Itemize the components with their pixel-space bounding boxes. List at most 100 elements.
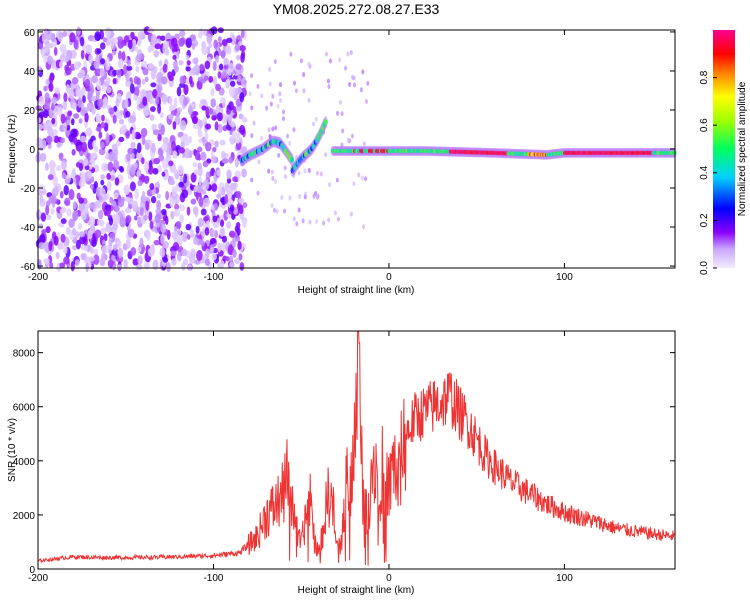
spectrogram-noise-cell	[212, 60, 217, 72]
spectrogram-noise-cell	[56, 141, 61, 148]
spectrogram-x-ticks: -200 -100 0 100	[28, 30, 573, 283]
spectrogram-noise-cell	[89, 83, 94, 93]
spectrogram-noise-cell	[90, 183, 94, 190]
spectrogram-noise-cell	[209, 247, 215, 253]
spectrogram-noise-cell	[139, 206, 144, 217]
spectrogram-noise-cell	[228, 230, 236, 238]
spectrogram-noise-cell	[60, 137, 65, 144]
spectrogram-noise-cell	[44, 162, 49, 171]
spectrogram-noise-cell	[226, 37, 233, 44]
spectrogram-noise-cell	[99, 141, 105, 149]
spectrogram-noise-cell	[219, 219, 225, 228]
spectrogram-noise-cell	[89, 216, 96, 226]
spectrogram-noise-cell	[217, 242, 222, 253]
spectrogram-noise-cell	[229, 136, 234, 145]
spectrogram-noise-cell	[112, 69, 118, 77]
spectrogram-noise-cell	[204, 60, 211, 70]
spectrogram-noise-cell	[118, 119, 125, 125]
spectrogram-noise-cell	[91, 106, 96, 115]
spectrogram-noise-cell	[95, 90, 100, 101]
spectrogram-noise-cell	[105, 207, 111, 217]
spectrogram-noise-cell	[256, 190, 260, 196]
spectrogram-noise-cell	[234, 43, 241, 52]
spectrogram-noise-cell	[205, 106, 210, 117]
spectrogram-noise-cell	[192, 206, 199, 215]
spectrogram-noise-cell	[286, 133, 290, 139]
spectrogram-noise-cell	[63, 92, 68, 103]
spectrogram-noise-cell	[172, 54, 177, 60]
spectrogram-noise-cell	[105, 132, 110, 144]
spectrogram-noise-cell	[212, 215, 218, 223]
spectrogram-noise-cell	[364, 98, 368, 104]
spectrogram-noise-cell	[361, 69, 365, 75]
spectrogram-noise-cell	[206, 158, 212, 164]
snr-y-tick-label: 0	[29, 565, 35, 576]
spectrogram-noise-cell	[223, 210, 229, 221]
spectrogram-noise-cell	[205, 171, 211, 181]
spectrogram-noise-cell	[315, 170, 319, 176]
spectrogram-noise-cell	[185, 54, 190, 61]
spectrogram-noise-cell	[108, 217, 114, 226]
spectrogram-noise-cell	[127, 39, 133, 50]
spectrogram-noise-cell	[185, 223, 192, 231]
spectrogram-noise-cell	[220, 97, 225, 104]
spectrogram-noise-cell	[161, 208, 167, 216]
spectrogram-noise-cell	[269, 101, 273, 107]
spectrogram-y-tick-label: -60	[21, 262, 36, 273]
spectrogram-noise-cell	[40, 212, 47, 222]
spectrogram-noise-cell	[352, 75, 356, 81]
spectrogram-noise-cell	[209, 228, 216, 238]
spectrogram-noise-cell	[216, 217, 221, 223]
spectrogram-noise-cell	[238, 253, 243, 261]
spectrogram-noise-cell	[209, 107, 214, 115]
spectrogram-noise-cell	[228, 101, 234, 111]
spectrogram-noise-cell	[165, 190, 170, 201]
spectrogram-noise-cell	[83, 157, 89, 167]
spectrogram-noise-cell	[85, 127, 93, 137]
spectrogram-noise-cell	[64, 197, 71, 207]
colorbar-tick-label: 0.4	[699, 165, 710, 179]
spectrogram-noise-cell	[200, 98, 207, 105]
spectrogram-noise-cell	[145, 200, 150, 211]
spectrogram-noise-cell	[239, 124, 246, 135]
spectrogram-noise-cell	[173, 198, 178, 205]
spectrogram-noise-cell	[92, 140, 97, 149]
spectrogram-noise-cell	[190, 172, 197, 183]
spectrogram-noise-cell	[220, 50, 226, 59]
spectrogram-noise-cell	[157, 103, 162, 114]
spectrogram-noise-cell	[295, 221, 299, 227]
spectrogram-noise-cell	[187, 189, 193, 195]
spectrogram-noise-cell	[87, 170, 93, 179]
spectrogram-noise-cell	[228, 255, 234, 263]
spectrogram-noise-cell	[80, 209, 87, 221]
snr-series-line	[37, 330, 675, 566]
spectrogram-noise-cell	[79, 135, 87, 143]
spectrogram-noise-cell	[114, 177, 120, 186]
spectrogram-noise-cell	[366, 80, 370, 86]
spectrogram-noise-cell	[292, 80, 296, 86]
spectrogram-noise-cell	[47, 42, 54, 49]
spectrogram-noise-cell	[103, 96, 108, 106]
spectrogram-noise-cell	[297, 207, 301, 213]
spectrogram-noise-cell	[73, 136, 78, 145]
spectrogram-noise-cell	[172, 121, 177, 130]
spectrogram-noise-cell	[147, 62, 154, 70]
spectrogram-noise-cell	[123, 258, 128, 270]
spectrogram-noise-cell	[57, 106, 63, 117]
spectrogram-noise-cell	[160, 35, 166, 42]
spectrogram-noise-cell	[292, 127, 296, 133]
spectrogram-noise-cell	[137, 179, 143, 187]
spectrogram-noise-cell	[66, 208, 72, 217]
spectrogram-noise-cell	[80, 253, 86, 261]
spectrogram-noise-cell	[176, 86, 182, 97]
spectrogram-noise-cell	[71, 76, 79, 85]
spectrogram-noise-cell	[352, 181, 356, 187]
spectrogram-noise-cell	[201, 105, 207, 111]
spectrogram-noise-cell	[42, 122, 50, 131]
spectrogram-noise-cell	[164, 215, 169, 225]
spectrogram-noise-cell	[150, 195, 157, 204]
colorbar-gradient	[713, 30, 735, 268]
spectrogram-noise-cell	[192, 123, 199, 130]
snr-y-ticks: 0 2000 4000 6000 8000	[13, 349, 675, 576]
spectrogram-noise-cell	[38, 223, 44, 230]
